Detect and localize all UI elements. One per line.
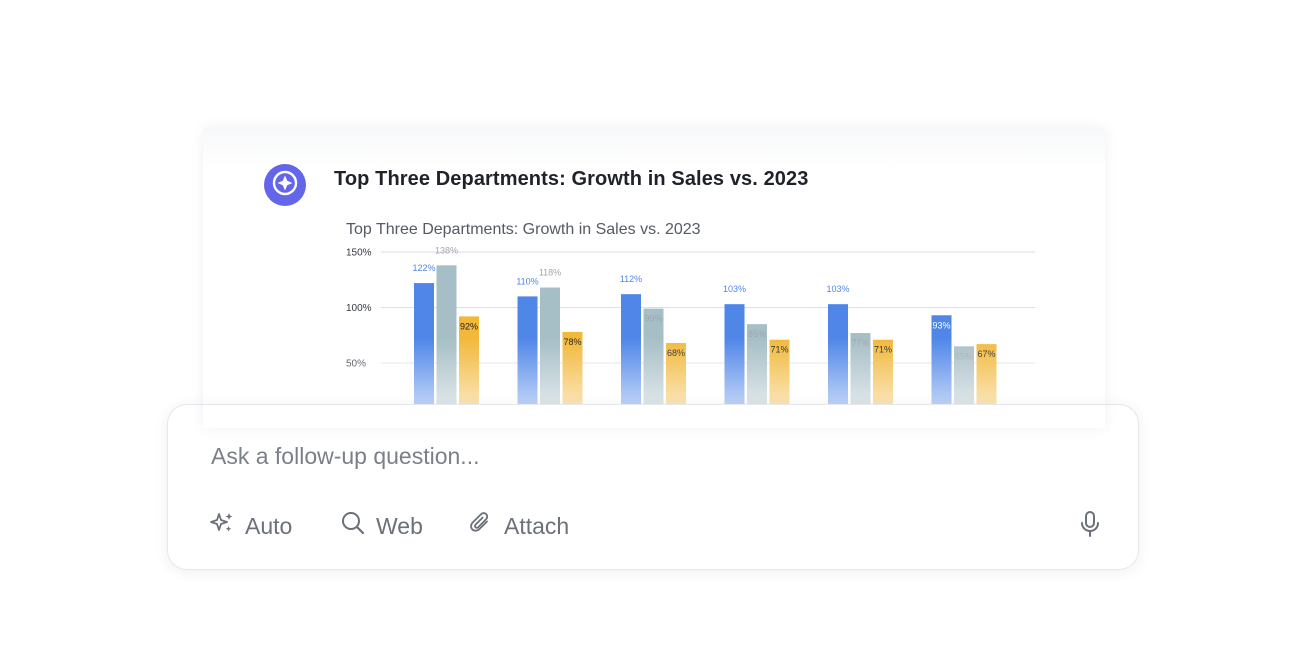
data-label: 103%: [826, 284, 849, 294]
attach-button[interactable]: Attach: [468, 511, 569, 541]
sparkle-badge-icon: [272, 170, 298, 201]
web-search-button[interactable]: Web: [340, 511, 423, 541]
data-label: 103%: [723, 284, 746, 294]
assistant-avatar: [264, 164, 306, 206]
follow-up-input[interactable]: [211, 439, 1071, 473]
sparkles-icon: [209, 510, 245, 542]
data-label: 68%: [667, 348, 685, 358]
data-label: 77%: [851, 338, 869, 348]
auto-mode-label: Auto: [245, 512, 293, 539]
chart-title: Top Three Departments: Growth in Sales v…: [346, 221, 701, 238]
data-label: 71%: [874, 345, 892, 355]
data-label: 92%: [460, 321, 478, 331]
paperclip-icon: [468, 510, 504, 542]
response-title: Top Three Departments: Growth in Sales v…: [334, 168, 809, 190]
data-label: 65%: [955, 351, 973, 361]
web-search-label: Web: [376, 512, 423, 539]
data-label: 99%: [644, 314, 662, 324]
chart-data-labels: 122%138% 92% 110%118% 78% 112% 99% 68% 103% 85% 7…: [412, 245, 995, 361]
attach-label: Attach: [504, 512, 570, 539]
bar-chart: Top Three Departments: Growth in Sales v…: [346, 221, 1035, 428]
y-tick-label: 150%: [346, 248, 372, 259]
data-label: 112%: [620, 274, 642, 284]
data-label: 138%: [435, 245, 458, 255]
data-label: 110%: [516, 276, 538, 286]
data-label: 67%: [977, 349, 995, 359]
auto-mode-button[interactable]: Auto: [209, 511, 292, 541]
data-label: 85%: [748, 329, 766, 339]
assistant-response-card: Top Three Departments: Growth in Sales v…: [203, 128, 1105, 428]
search-icon: [340, 510, 376, 542]
data-label: 78%: [563, 337, 581, 347]
y-tick-label: 100%: [346, 303, 372, 314]
data-label: 71%: [770, 345, 788, 355]
data-label: 122%: [412, 263, 435, 273]
voice-input-button[interactable]: [1076, 510, 1104, 543]
y-tick-label: 50%: [346, 359, 366, 370]
data-label: 93%: [932, 320, 950, 330]
microphone-icon: [1078, 510, 1102, 543]
follow-up-composer: Auto Web Attach: [167, 404, 1139, 570]
data-label: 118%: [539, 268, 561, 278]
